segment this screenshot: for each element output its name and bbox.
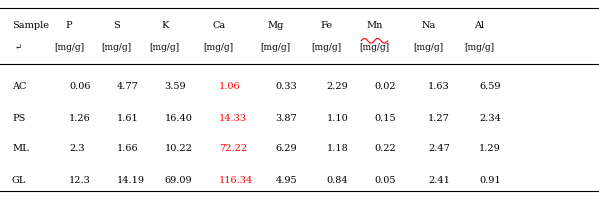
Text: 0.84: 0.84 <box>326 176 348 185</box>
Text: [mg/g]: [mg/g] <box>311 43 341 52</box>
Text: 1.18: 1.18 <box>326 144 348 153</box>
Text: PS: PS <box>12 114 25 123</box>
Text: 4.77: 4.77 <box>117 82 139 91</box>
Text: 0.06: 0.06 <box>69 82 90 91</box>
Text: 6.59: 6.59 <box>479 82 501 91</box>
Text: Ca: Ca <box>212 21 225 30</box>
Text: 2.29: 2.29 <box>326 82 348 91</box>
Text: 1.66: 1.66 <box>117 144 138 153</box>
Text: 14.19: 14.19 <box>117 176 145 185</box>
Text: 1.29: 1.29 <box>479 144 501 153</box>
Text: 2.41: 2.41 <box>428 176 450 185</box>
Text: K: K <box>161 21 168 30</box>
Text: 1.06: 1.06 <box>219 82 240 91</box>
Text: [mg/g]: [mg/g] <box>261 43 291 52</box>
Text: 0.91: 0.91 <box>479 176 501 185</box>
Text: GL: GL <box>12 176 26 185</box>
Text: 0.05: 0.05 <box>374 176 396 185</box>
Text: 1.61: 1.61 <box>117 114 138 123</box>
Text: [mg/g]: [mg/g] <box>204 43 234 52</box>
Text: 72.22: 72.22 <box>219 144 247 153</box>
Text: Mn: Mn <box>366 21 383 30</box>
Text: ↵: ↵ <box>15 44 22 52</box>
Text: 6.29: 6.29 <box>276 144 297 153</box>
Text: 2.34: 2.34 <box>479 114 501 123</box>
Text: 0.15: 0.15 <box>374 114 396 123</box>
Text: 1.63: 1.63 <box>428 82 450 91</box>
Text: [mg/g]: [mg/g] <box>359 43 389 52</box>
Text: Al: Al <box>474 21 484 30</box>
Text: Sample: Sample <box>12 21 49 30</box>
Text: 1.27: 1.27 <box>428 114 450 123</box>
Text: Mg: Mg <box>267 21 284 30</box>
Text: 0.33: 0.33 <box>276 82 297 91</box>
Text: 10.22: 10.22 <box>165 144 193 153</box>
Text: [mg/g]: [mg/g] <box>464 43 494 52</box>
Text: 2.47: 2.47 <box>428 144 450 153</box>
Text: 0.02: 0.02 <box>374 82 396 91</box>
Text: Na: Na <box>421 21 435 30</box>
Text: 4.95: 4.95 <box>276 176 297 185</box>
Text: 3.59: 3.59 <box>165 82 186 91</box>
Text: 0.22: 0.22 <box>374 144 396 153</box>
Text: 1.26: 1.26 <box>69 114 90 123</box>
Text: [mg/g]: [mg/g] <box>413 43 443 52</box>
Text: 12.3: 12.3 <box>69 176 91 185</box>
Text: AC: AC <box>12 82 26 91</box>
Text: Fe: Fe <box>320 21 332 30</box>
Text: 1.10: 1.10 <box>326 114 348 123</box>
Text: 16.40: 16.40 <box>165 114 193 123</box>
Text: 116.34: 116.34 <box>219 176 253 185</box>
Text: 14.33: 14.33 <box>219 114 247 123</box>
Text: 2.3: 2.3 <box>69 144 84 153</box>
Text: ML: ML <box>12 144 29 153</box>
Text: [mg/g]: [mg/g] <box>150 43 180 52</box>
Text: 69.09: 69.09 <box>165 176 192 185</box>
Text: [mg/g]: [mg/g] <box>102 43 132 52</box>
Text: S: S <box>113 21 120 30</box>
Text: 3.87: 3.87 <box>276 114 297 123</box>
Text: [mg/g]: [mg/g] <box>54 43 84 52</box>
Text: P: P <box>65 21 72 30</box>
